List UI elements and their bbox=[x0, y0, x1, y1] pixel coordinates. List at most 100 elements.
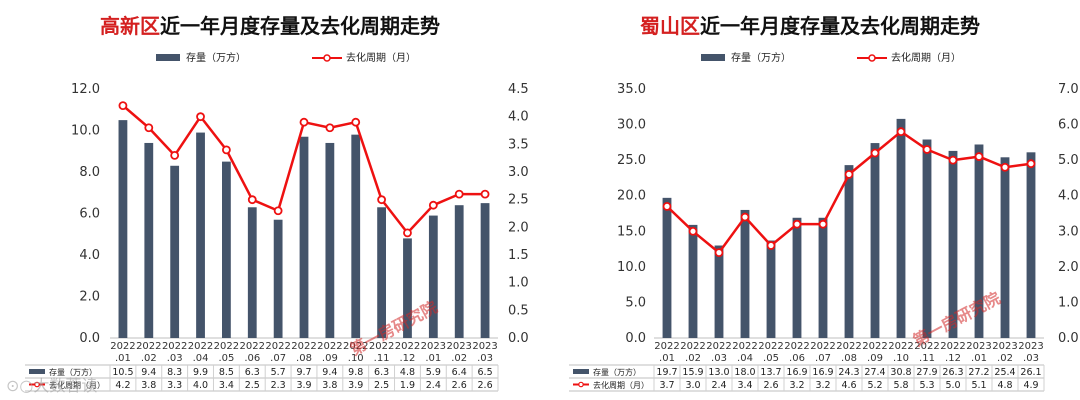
x-tick-label-year: 2022 bbox=[395, 341, 420, 352]
y-right-tick-label: 4.5 bbox=[508, 82, 529, 97]
data-label-line: 3.9 bbox=[296, 380, 311, 391]
x-tick-label-year: 2022 bbox=[784, 341, 809, 352]
data-label-bar: 16.9 bbox=[812, 367, 833, 378]
x-tick-label-year: 2022 bbox=[214, 341, 239, 352]
x-tick-label-year: 2022 bbox=[810, 341, 835, 352]
data-label-line: 3.8 bbox=[141, 380, 156, 391]
data-label-bar: 27.4 bbox=[864, 367, 885, 378]
table-row-header-bar: 存量（万方） bbox=[593, 367, 641, 377]
legend-line-marker bbox=[868, 54, 876, 62]
x-tick-label-month: .06 bbox=[789, 353, 805, 364]
y-right-tick-label: 0.0 bbox=[1058, 331, 1079, 346]
line-point bbox=[325, 123, 335, 133]
data-label-line: 2.3 bbox=[271, 380, 286, 391]
line-point bbox=[247, 195, 257, 205]
x-tick-label-year: 2023 bbox=[1018, 341, 1043, 352]
y-right-tick-label: 2.0 bbox=[508, 220, 529, 235]
x-tick-label-month: .11 bbox=[374, 353, 390, 364]
x-tick-label-year: 2023 bbox=[472, 341, 497, 352]
bar bbox=[247, 207, 257, 338]
legend-line-marker bbox=[323, 54, 331, 62]
legend-bar-label: 存量（万方） bbox=[186, 51, 246, 64]
bar bbox=[688, 224, 698, 338]
data-label-line: 3.9 bbox=[348, 380, 363, 391]
x-tick-label-month: .05 bbox=[218, 353, 234, 364]
y-right-tick-label: 4.0 bbox=[1058, 189, 1079, 204]
bar bbox=[480, 203, 490, 338]
x-tick-label-year: 2022 bbox=[162, 341, 187, 352]
data-label-line: 5.8 bbox=[893, 380, 908, 391]
data-label-bar: 5.7 bbox=[271, 367, 286, 378]
bar bbox=[428, 215, 438, 338]
chart-svg-left: 0.0 2.0 4.0 6.0 8.0 10.0 12.0 0.0 0.5 1.0 1.5 2.0 2.… bbox=[25, 51, 529, 392]
y-right-tick-label: 6.0 bbox=[1058, 118, 1079, 133]
bar bbox=[1000, 157, 1010, 338]
y-right-tick-label: 1.0 bbox=[1058, 295, 1079, 310]
x-tick-label-year: 2022 bbox=[291, 341, 316, 352]
line-point bbox=[454, 189, 464, 199]
table-bar-key bbox=[29, 369, 45, 374]
chart-panel-right: 蜀山区近一年月度存量及去化周期走势 0.0 5.0 10.0 15.0 20.0 25.0… bbox=[540, 0, 1080, 400]
bar bbox=[454, 205, 464, 338]
title-highlight: 高新区 bbox=[100, 14, 160, 38]
data-label-line: 4.6 bbox=[841, 380, 856, 391]
x-tick-label-year: 2022 bbox=[732, 341, 757, 352]
legend-line-label: 去化周期（月） bbox=[891, 51, 961, 64]
data-label-line: 3.3 bbox=[167, 380, 182, 391]
data-label-bar: 26.1 bbox=[1020, 367, 1041, 378]
x-tick-label-year: 2022 bbox=[680, 341, 705, 352]
data-label-line: 4.9 bbox=[1023, 380, 1038, 391]
line-point bbox=[403, 228, 412, 238]
y-left-tick-label: 0.0 bbox=[625, 331, 646, 346]
line-point bbox=[714, 248, 724, 258]
line-point bbox=[662, 201, 672, 211]
x-tick-label-year: 2022 bbox=[914, 341, 939, 352]
y-right-tick-label: 2.5 bbox=[508, 193, 529, 208]
data-label-bar: 27.2 bbox=[968, 367, 989, 378]
line-point bbox=[221, 145, 231, 155]
table-line-key-marker bbox=[578, 381, 584, 388]
y-left-tick-label: 5.0 bbox=[625, 295, 646, 310]
x-tick-label-year: 2022 bbox=[862, 341, 887, 352]
data-label-bar: 6.5 bbox=[478, 367, 493, 378]
data-label-line: 5.0 bbox=[945, 380, 960, 391]
bar bbox=[792, 217, 802, 338]
x-tick-label-year: 2022 bbox=[654, 341, 679, 352]
line-point bbox=[299, 117, 309, 127]
line-point bbox=[480, 189, 490, 199]
bar bbox=[351, 134, 361, 338]
chart-svg-right: 0.0 5.0 10.0 15.0 20.0 25.0 30.0 35.0 0.0 1.0 2.0 3… bbox=[569, 51, 1079, 392]
y-right-tick-label: 3.5 bbox=[508, 137, 529, 152]
x-tick-label-month: .10 bbox=[893, 353, 909, 364]
data-label-line: 2.4 bbox=[711, 380, 726, 391]
bar bbox=[222, 161, 231, 338]
x-tick-label-year: 2023 bbox=[966, 341, 991, 352]
data-label-line: 3.2 bbox=[789, 380, 804, 391]
bar bbox=[299, 136, 309, 338]
data-label-line: 3.2 bbox=[815, 380, 830, 391]
data-label-bar: 26.3 bbox=[942, 367, 963, 378]
x-tick-label-year: 2022 bbox=[317, 341, 342, 352]
x-tick-label-month: .08 bbox=[841, 353, 857, 364]
y-right-tick-label: 4.0 bbox=[508, 110, 529, 125]
x-tick-label-month: .08 bbox=[296, 353, 312, 364]
line-point bbox=[1026, 159, 1036, 169]
data-label-bar: 13.7 bbox=[760, 367, 781, 378]
data-label-line: 2.5 bbox=[245, 380, 260, 391]
data-label-bar: 8.5 bbox=[219, 367, 234, 378]
data-label-bar: 13.0 bbox=[708, 367, 729, 378]
x-tick-label-month: .07 bbox=[270, 353, 286, 364]
y-left-tick-label: 4.0 bbox=[79, 248, 100, 263]
x-tick-label-month: .02 bbox=[685, 353, 701, 364]
y-left-tick-label: 15.0 bbox=[617, 224, 646, 239]
x-tick-label-year: 2022 bbox=[758, 341, 783, 352]
table-line-key-marker bbox=[34, 381, 40, 388]
line-point bbox=[377, 195, 387, 205]
corner-watermark: ⊙○大数蓉读 bbox=[6, 376, 98, 395]
y-right-tick-label: 2.0 bbox=[1058, 260, 1079, 275]
legend-line-label: 去化周期（月） bbox=[346, 51, 416, 64]
data-label-bar: 27.9 bbox=[916, 367, 937, 378]
data-label-line: 4.0 bbox=[193, 380, 208, 391]
line-point bbox=[844, 169, 854, 179]
y-left-tick-label: 12.0 bbox=[71, 82, 100, 97]
